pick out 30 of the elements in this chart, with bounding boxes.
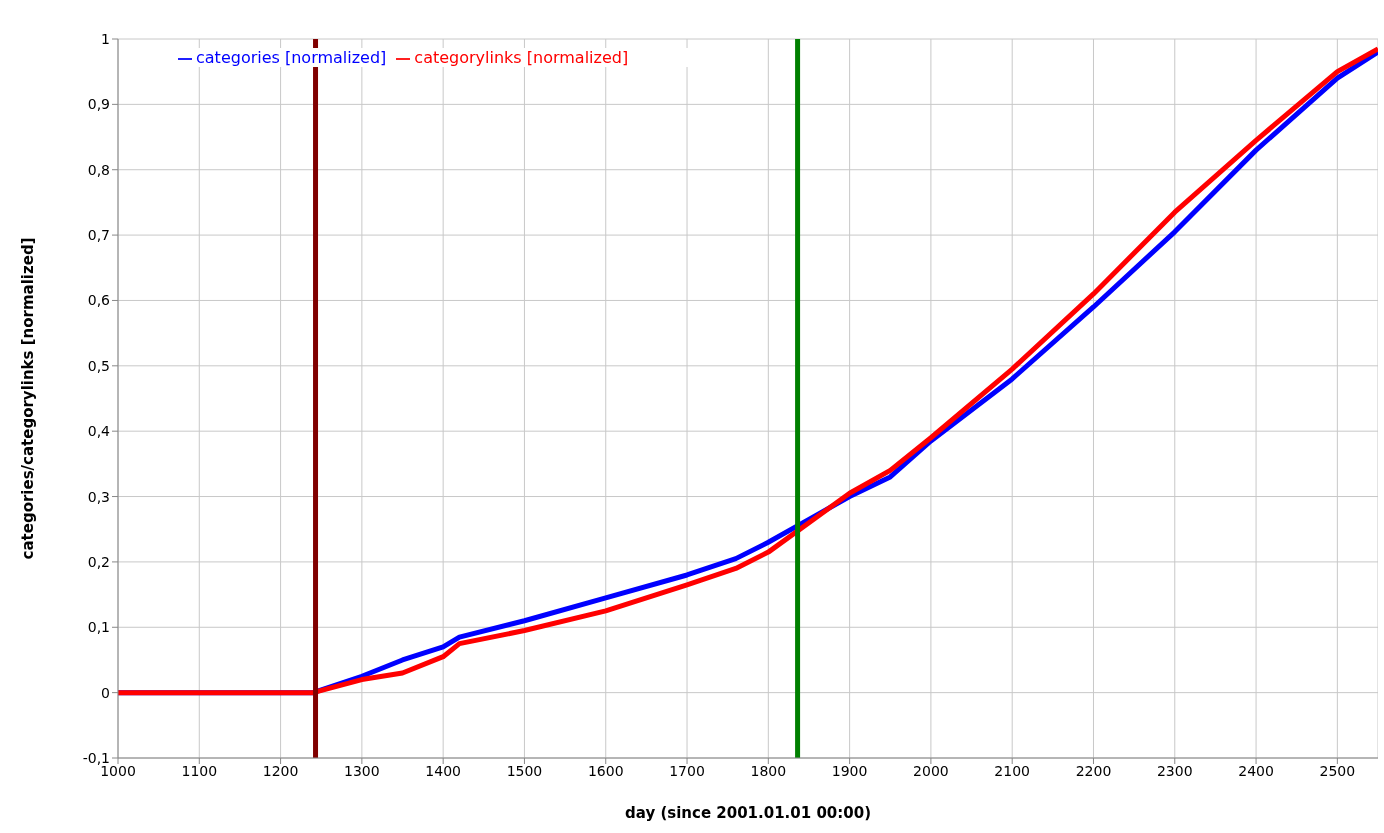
x-tick-label: 2500 [1319,762,1356,779]
y-tick-label: 0,4 [87,423,111,440]
y-tick-label: 1 [101,30,110,47]
x-tick-label: 1800 [750,762,787,779]
x-tick-label: 1400 [425,762,461,779]
x-tick-label: 1600 [587,762,624,779]
x-tick-label: 1700 [669,762,705,779]
y-tick-label: 0,5 [87,357,110,374]
x-tick-label: 1100 [181,762,218,779]
x-tick-label: 1900 [831,762,868,779]
y-tick-label: 0,8 [87,161,110,178]
y-tick-label: 0,2 [87,553,110,570]
x-tick-label: 2300 [1156,762,1193,779]
y-axis-title: categories/categorylinks [normalized] [19,237,38,560]
y-tick-label: 0,9 [87,96,110,113]
x-tick-label: 1500 [506,762,543,779]
y-tick-label: 0,6 [87,292,111,309]
x-tick-label: 2100 [994,762,1031,779]
y-tick-label: 0,1 [87,619,110,636]
y-tick-label: 0,7 [87,227,110,244]
x-tick-label: 2200 [1075,762,1112,779]
y-tick-label: 0,3 [87,488,110,505]
x-tick-label: 1200 [262,762,299,779]
legend-label: categorylinks [normalized] [414,48,629,67]
y-tick-label: 0 [101,684,110,701]
x-tick-label: 2400 [1238,762,1274,779]
x-tick-label: 2000 [913,762,949,779]
x-tick-label: 1300 [344,762,380,779]
legend-label: categories [normalized] [196,48,387,67]
x-axis-title: day (since 2001.01.01 00:00) [624,804,872,822]
